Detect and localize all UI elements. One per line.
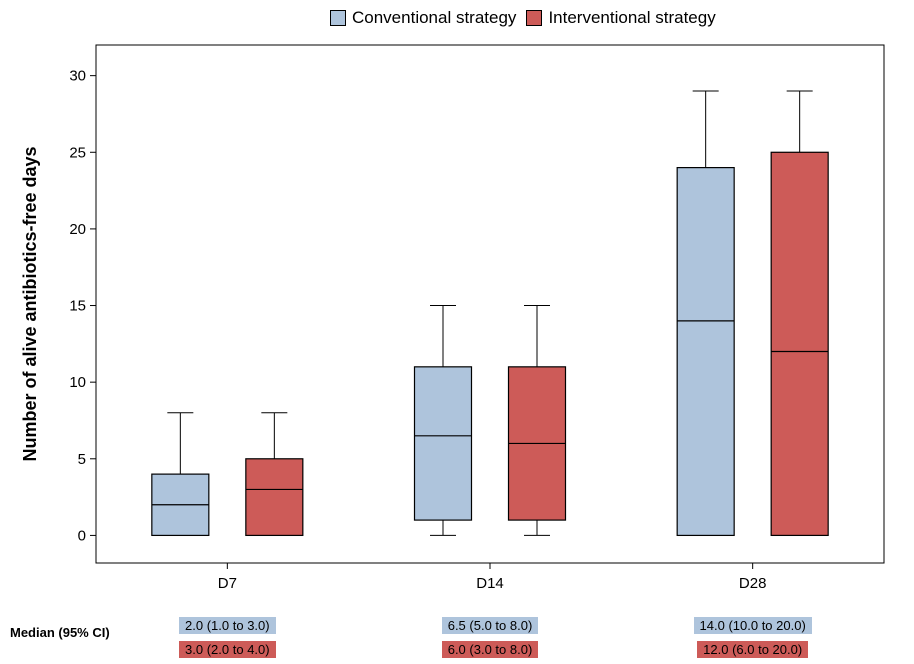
x-tick-label-D14: D14: [476, 575, 504, 592]
median-ci-label: Median (95% CI): [10, 625, 110, 640]
median-ci-interventional-D14: 6.0 (3.0 to 8.0): [441, 641, 539, 658]
box-interventional-D7: [245, 458, 304, 537]
legend-item-conventional: Conventional strategy: [330, 8, 516, 28]
y-tick-label-25: 25: [69, 144, 86, 161]
chart-legend: Conventional strategy Interventional str…: [330, 8, 726, 28]
y-tick-label-20: 20: [69, 221, 86, 238]
y-tick-label-0: 0: [78, 527, 86, 544]
median-ci-conventional-D14: 6.5 (5.0 to 8.0): [441, 617, 539, 634]
median-ci-conventional-D7: 2.0 (1.0 to 3.0): [179, 617, 276, 634]
median-ci-interventional-D28: 12.0 (6.0 to 20.0): [697, 641, 809, 658]
legend-label-conventional: Conventional strategy: [352, 8, 517, 27]
legend-label-interventional: Interventional strategy: [548, 8, 716, 27]
median-ci-conventional-D28: 14.0 (10.0 to 20.0): [693, 617, 812, 634]
y-tick-label-10: 10: [69, 374, 86, 391]
y-tick-label-5: 5: [78, 451, 86, 468]
legend-swatch-conventional: [330, 10, 346, 26]
y-tick-label-15: 15: [69, 298, 86, 315]
y-axis-title: Number of alive antibiotics-free days: [20, 146, 40, 461]
box-conventional-D14: [413, 366, 473, 521]
plot-frame: [95, 44, 885, 564]
box-interventional-D28: [770, 151, 829, 537]
legend-item-interventional: Interventional strategy: [526, 8, 716, 28]
box-plot-chart: 0 5 10 15 20 25 30 Number of alive antibiotics-…: [20, 44, 885, 592]
y-tick-label-30: 30: [69, 68, 86, 85]
median-ci-interventional-D7: 3.0 (2.0 to 4.0): [179, 641, 276, 658]
legend-swatch-interventional: [526, 10, 543, 26]
x-tick-label-D7: D7: [218, 575, 237, 592]
box-conventional-D28: [676, 167, 735, 537]
x-tick-label-D28: D28: [739, 575, 767, 592]
